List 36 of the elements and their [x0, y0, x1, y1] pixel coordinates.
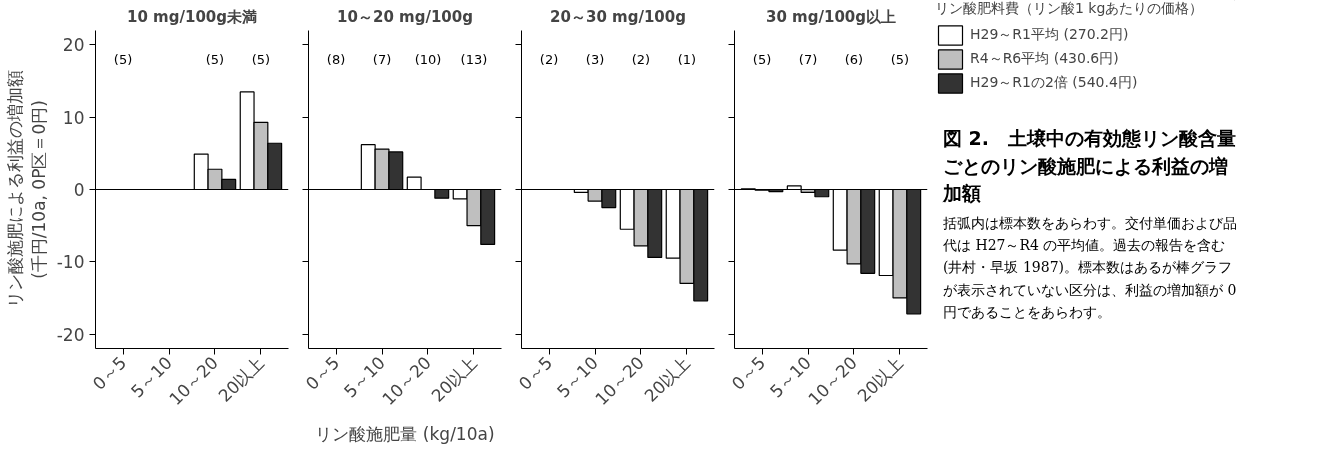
y-tick-label: 20 [62, 35, 85, 56]
legend-label: H29～R1の2倍 (540.4円) [970, 74, 1138, 92]
y-tick-label: 0 [73, 180, 85, 200]
annotation: (13) [460, 51, 488, 67]
y-tick-label: -20 [56, 324, 85, 345]
chart-title: 30 mg/100g以上 [766, 7, 896, 26]
y-tick-label: -10 [56, 252, 85, 273]
annotation: (2) [539, 51, 559, 67]
y-tick-label: 10 [62, 107, 85, 128]
annotation: (3) [585, 51, 605, 67]
annotation: (5) [890, 51, 910, 67]
x-axis-title: リン酸施肥量 (kg/10a) [315, 424, 495, 445]
y-axis-title: リン酸施肥による利益の増加額 (千円/10a, 0P区＝0円) [4, 70, 49, 309]
annotation: (5) [752, 51, 772, 67]
annotation: (6) [844, 51, 864, 67]
annotation: (5) [251, 51, 271, 67]
annotation: (7) [372, 51, 392, 67]
annotation: (2) [631, 51, 651, 67]
annotation: (5) [113, 51, 133, 67]
text: 図 2. 土壌中の有効態リン酸含量ごとのリン酸施肥による利益の増加額 [943, 126, 1238, 207]
annotation: (10) [414, 51, 442, 67]
chart-title: 10～20 mg/100g [337, 7, 473, 26]
legend-title: リン酸肥料費（リン酸1 kgあたりの価格） [935, 0, 1204, 18]
annotation: (5) [205, 51, 225, 67]
annotation: (1) [677, 51, 697, 67]
x-tick-label: 0～5 [301, 352, 344, 394]
x-tick-label: 0～5 [514, 352, 557, 394]
annotation: (8) [326, 51, 346, 67]
x-tick-label: 0～5 [727, 352, 770, 394]
chart-title: 20～30 mg/100g [550, 7, 686, 26]
annotation: (7) [798, 51, 818, 67]
text: 括弧内は標本数をあらわす。交付単価および品代は H27～R4 の平均値。過去の報告を含む(井村・早坂 1987)。標本数はあるが棒グラフが表示されていない区分は、利益の増加額が 0 円であることをあらわす。 [943, 213, 1238, 323]
legend-label: H29～R1平均 (270.2円) [970, 26, 1129, 44]
legend-label: R4～R6平均 (430.6円) [970, 50, 1119, 68]
x-tick-label: 0～5 [88, 352, 131, 394]
chart-title: 10 mg/100g未満 [127, 7, 257, 26]
